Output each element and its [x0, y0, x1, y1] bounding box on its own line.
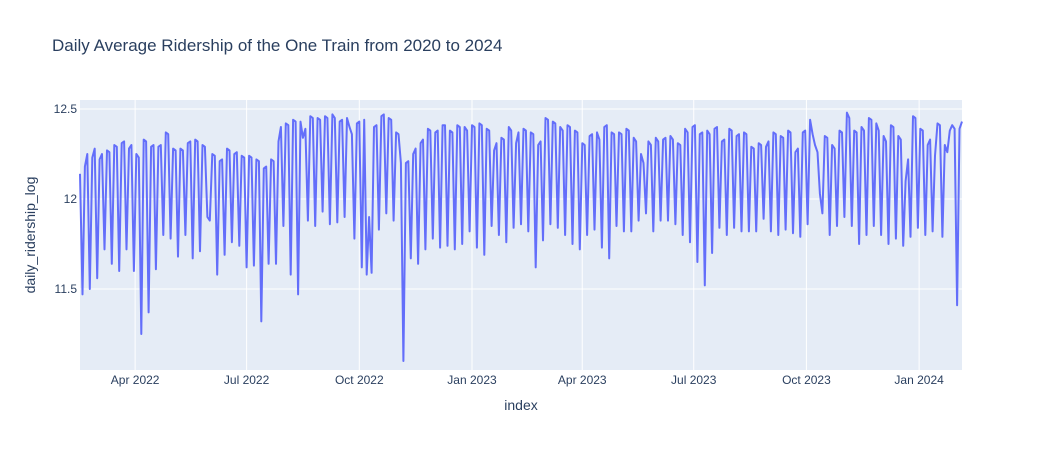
x-tick-label: Jan 2024: [894, 373, 944, 387]
series-line: [79, 111, 963, 362]
y-tick-labels: 11.5 12 12.5: [54, 102, 78, 296]
x-tick-label: Jul 2023: [671, 373, 717, 387]
x-tick-label: Oct 2022: [335, 373, 384, 387]
y-tick-label: 11.5: [55, 282, 78, 296]
chart-title: Daily Average Ridership of the One Train…: [52, 36, 502, 55]
y-tick-label: 12: [64, 192, 78, 206]
x-tick-label: Apr 2023: [558, 373, 607, 387]
x-tick-label: Jan 2023: [447, 373, 497, 387]
x-tick-label: Oct 2023: [782, 373, 831, 387]
y-tick-label: 12.5: [54, 102, 78, 116]
x-tick-labels: Apr 2022 Jul 2022 Oct 2022 Jan 2023 Apr 2023…: [111, 373, 944, 387]
x-tick-label: Apr 2022: [111, 373, 160, 387]
x-axis-title: index: [504, 397, 537, 413]
x-tick-label: Jul 2022: [224, 373, 270, 387]
y-axis-title: daily_ridership_log: [22, 177, 38, 294]
series-group: [79, 111, 963, 362]
